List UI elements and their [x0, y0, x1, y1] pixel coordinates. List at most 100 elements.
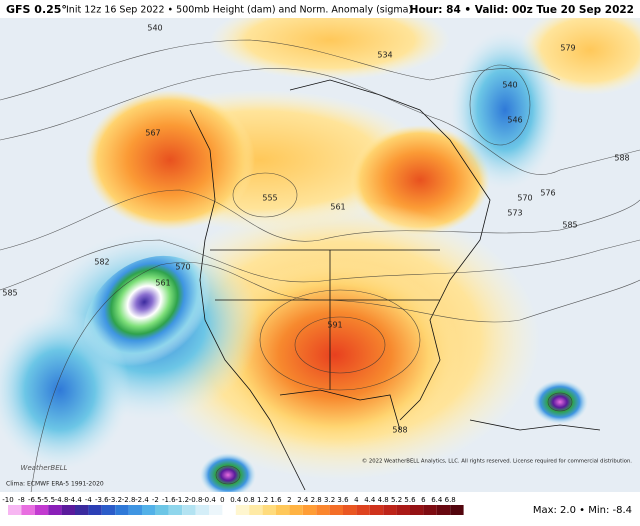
colorbar-swatch [48, 505, 62, 515]
colorbar-label: 6.8 [445, 496, 456, 504]
contour-label: 555 [262, 194, 277, 203]
contour-label: 570 [175, 263, 190, 272]
colorbar-swatch [34, 505, 49, 515]
colorbar-swatch [168, 505, 183, 515]
init-title: Init 12z 16 Sep 2022 • 500mb Height (dam… [66, 5, 412, 16]
contour-label: 582 [94, 258, 109, 267]
model-name: GFS 0.25° [6, 3, 67, 16]
colorbar-swatch [75, 505, 89, 515]
contour-label: 570 [517, 194, 532, 203]
colorbar-label: -5.5 [41, 496, 55, 504]
contour-label: 534 [377, 51, 392, 60]
colorbar-swatch [276, 505, 290, 515]
colorbar-swatch [423, 505, 437, 515]
colorbar-swatch [369, 505, 384, 515]
colorbar-label: 2.4 [297, 496, 309, 504]
colorbar-swatch [195, 505, 209, 515]
colorbar-swatch [182, 505, 196, 515]
colorbar-swatch [329, 505, 343, 515]
colorbar-label: 1.2 [257, 496, 268, 504]
contour-label: 576 [540, 189, 555, 198]
colorbar-label: 0.8 [244, 496, 255, 504]
colorbar-swatch [396, 505, 410, 515]
colorbar-swatch [101, 505, 116, 515]
contour-label: 579 [560, 44, 575, 53]
colorbar-label: -8 [18, 496, 25, 504]
colorbar-label: 6.4 [431, 496, 443, 504]
colorbar-label: 0.4 [230, 496, 242, 504]
colorbar-label: 2.8 [311, 496, 322, 504]
copyright: © 2022 WeatherBELL Analytics, LLC. All r… [362, 458, 632, 465]
colorbar-swatch [302, 505, 317, 515]
colorbar-label: -2.4 [135, 496, 149, 504]
contour-label: 585 [2, 289, 17, 298]
anomaly-field [0, 0, 640, 497]
colorbar-label: -10 [2, 496, 13, 504]
contour-label: 567 [145, 129, 160, 138]
colorbar: -10 -8 -6.5 -5.5 -4.8 -4.4 -4 -3.6 -3.2 -2.8 -2.4-… [2, 496, 464, 515]
colorbar-label: -3.6 [95, 496, 109, 504]
header-bar [0, 0, 640, 18]
colorbar-swatch [316, 505, 330, 515]
colorbar-label: 5.2 [391, 496, 402, 504]
colorbar-swatch [249, 505, 263, 515]
colorbar-label: 4 [354, 496, 359, 504]
colorbar-label: 3.2 [324, 496, 335, 504]
colorbar-swatch [222, 505, 236, 515]
colorbar-label: -0.4 [202, 496, 216, 504]
colorbar-label: -4 [85, 496, 93, 504]
contour-label: 561 [330, 203, 345, 212]
colorbar-swatch [21, 505, 35, 515]
contour-label: 540 [502, 81, 517, 90]
colorbar-swatch [115, 505, 129, 515]
contour-label: 540 [147, 24, 162, 33]
colorbar-label: -2.8 [122, 496, 136, 504]
colorbar-swatch [343, 505, 357, 515]
valid-time: Hour: 84 • Valid: 00z Tue 20 Sep 2022 [410, 4, 634, 16]
contour-label: 561 [155, 279, 170, 288]
contour-label: 591 [327, 321, 342, 330]
colorbar-label: 3.6 [337, 496, 349, 504]
contour-label: 585 [562, 221, 577, 230]
colorbar-label: -0.8 [189, 496, 203, 504]
colorbar-swatch [262, 505, 276, 515]
logo: WeatherBELL [21, 464, 68, 472]
colorbar-label: -3.2 [108, 496, 122, 504]
clima-note: Clima: ECMWF ERA-5 1991-2020 [6, 481, 104, 488]
max-min: Max: 2.0 • Min: -8.4 [533, 505, 632, 516]
contour-label: 588 [392, 426, 407, 435]
coastlines [189, 79, 601, 491]
colorbar-swatch [436, 505, 451, 515]
colorbar-label: 5.6 [404, 496, 416, 504]
colorbar-label: -4.4 [68, 496, 82, 504]
colorbar-label: -4.8 [55, 496, 69, 504]
colorbar-swatch [88, 505, 102, 515]
colorbar-swatch [142, 505, 156, 515]
colorbar-swatch [128, 505, 142, 515]
height-contours [0, 39, 640, 501]
contour-label: 588 [614, 154, 629, 163]
colorbar-swatch [450, 505, 464, 515]
colorbar-swatch [383, 505, 397, 515]
colorbar-swatch [410, 505, 424, 515]
colorbar-label: -2 [152, 496, 159, 504]
colorbar-label: 4.8 [378, 496, 389, 504]
colorbar-label: -1.6 [162, 496, 176, 504]
colorbar-swatch [289, 505, 303, 515]
colorbar-swatch [356, 505, 370, 515]
colorbar-swatch [155, 505, 169, 515]
contour-labels: 540 567 555 561 570 561 582 585 591 588 579 573 570 5… [2, 24, 629, 435]
colorbar-label: 0 [220, 496, 224, 504]
colorbar-swatch [235, 505, 250, 515]
colorbar-swatch [61, 505, 75, 515]
colorbar-label: 1.6 [270, 496, 282, 504]
colorbar-label: 4.4 [364, 496, 376, 504]
colorbar-label: 2 [287, 496, 291, 504]
contour-label: 573 [507, 209, 522, 218]
colorbar-swatch [8, 505, 22, 515]
colorbar-swatch [209, 505, 223, 515]
colorbar-label: 6 [421, 496, 426, 504]
colorbar-label: -6.5 [28, 496, 42, 504]
